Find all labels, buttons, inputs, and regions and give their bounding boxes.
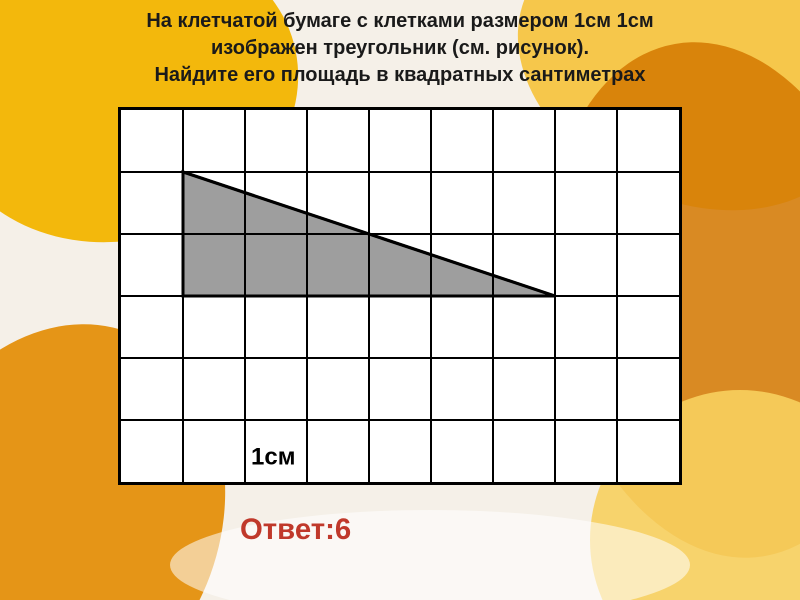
answer-value: 6 [335, 513, 351, 546]
answer-text: Ответ:6 [240, 513, 351, 546]
problem-line-3: Найдите его площадь в квадратных сантиме… [146, 62, 653, 89]
answer-row: Ответ:6 [120, 513, 680, 547]
unit-label: 1см [251, 444, 295, 471]
problem-line-2: изображен треугольник (см. рисунок). [146, 35, 653, 62]
problem-statement: На клетчатой бумаге с клетками размером … [146, 8, 653, 89]
slide-content: На клетчатой бумаге с клетками размером … [0, 0, 800, 600]
grid-figure: 1см [118, 107, 682, 485]
problem-line-1: На клетчатой бумаге с клетками размером … [146, 8, 653, 35]
answer-label: Ответ: [240, 513, 335, 546]
